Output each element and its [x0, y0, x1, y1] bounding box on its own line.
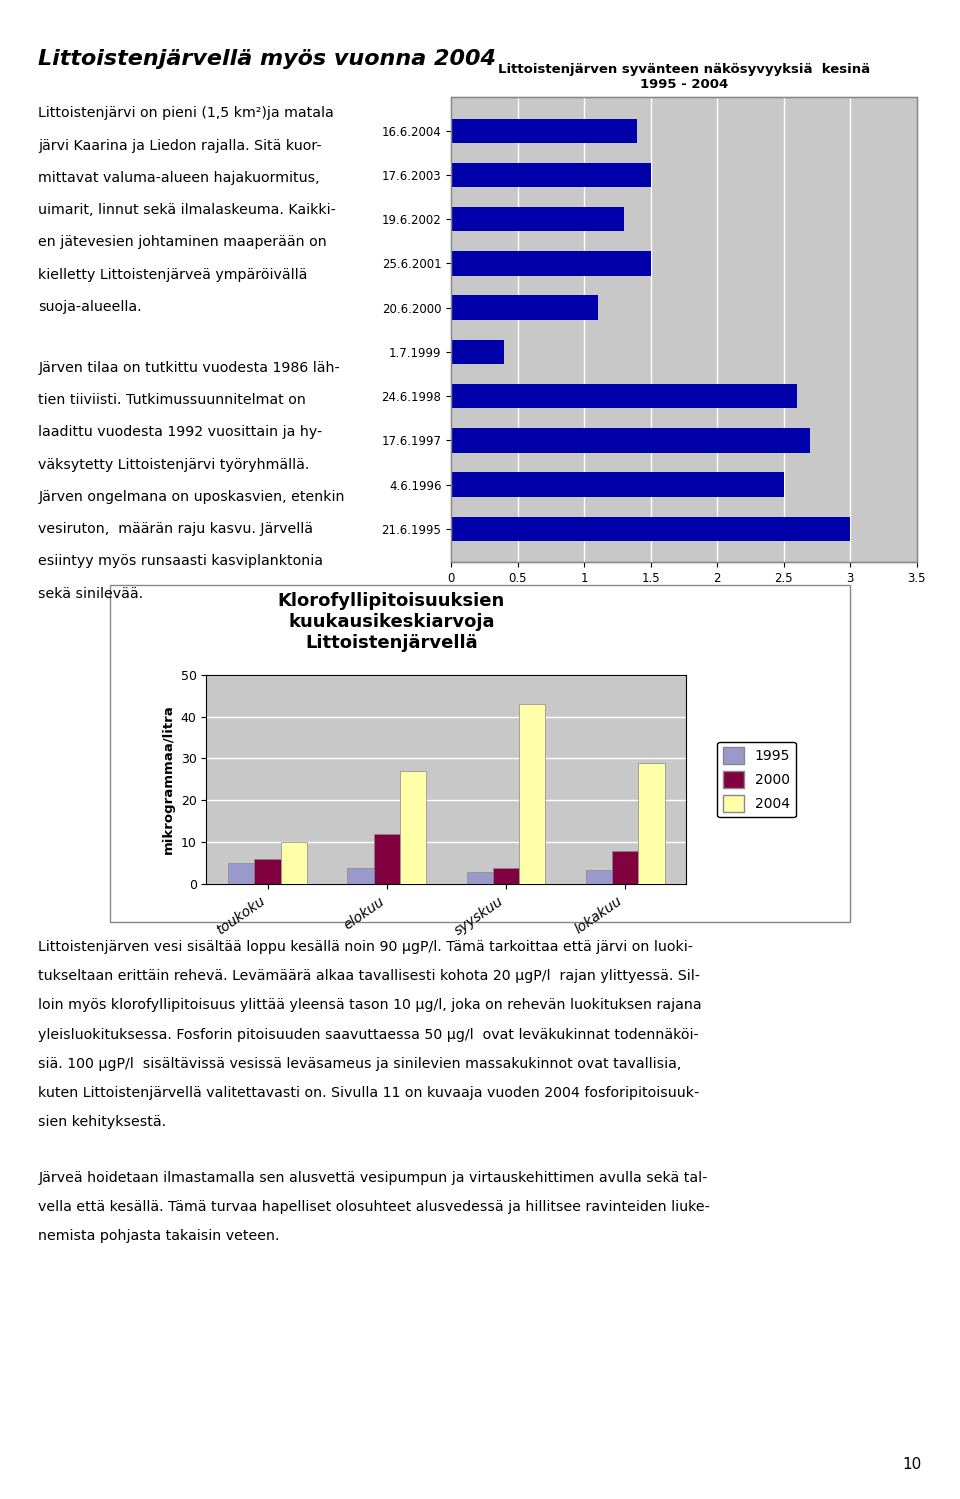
Bar [451, 384, 797, 408]
Y-axis label: mikrogrammaa/litra: mikrogrammaa/litra [162, 705, 175, 854]
Bar [451, 472, 783, 496]
Text: Järveä hoidetaan ilmastamalla sen alusvettä vesipumpun ja virtauskehittimen avul: Järveä hoidetaan ilmastamalla sen alusve… [38, 1171, 708, 1184]
Text: sekä sinilevää.: sekä sinilevää. [38, 586, 144, 601]
Bar [400, 770, 426, 884]
Bar [451, 295, 597, 319]
Text: tukseltaan erittäin rehevä. Levämäärä alkaa tavallisesti kohota 20 μgP/l  rajan : tukseltaan erittäin rehevä. Levämäärä al… [38, 970, 701, 983]
Text: Järven tilaa on tutkittu vuodesta 1986 läh-: Järven tilaa on tutkittu vuodesta 1986 l… [38, 361, 340, 375]
Text: Järven ongelmana on uposkasvien, etenkin: Järven ongelmana on uposkasvien, etenkin [38, 490, 345, 504]
Bar [492, 868, 519, 884]
Text: yleisluokituksessa. Fosforin pitoisuuden saavuttaessa 50 μg/l  ovat leväkukinnat: yleisluokituksessa. Fosforin pitoisuuden… [38, 1028, 699, 1042]
Bar [280, 842, 307, 884]
Bar [451, 517, 851, 541]
Text: loin myös klorofyllipitoisuus ylittää yleensä tason 10 μg/l, joka on rehevän luo: loin myös klorofyllipitoisuus ylittää yl… [38, 998, 702, 1012]
Bar [451, 429, 810, 453]
Text: laadittu vuodesta 1992 vuosittain ja hy-: laadittu vuodesta 1992 vuosittain ja hy- [38, 426, 323, 439]
Bar [451, 163, 651, 187]
Text: kuten Littoistenjärvellä valitettavasti on. Sivulla 11 on kuvaaja vuoden 2004 fo: kuten Littoistenjärvellä valitettavasti … [38, 1087, 700, 1100]
Text: mittavat valuma-alueen hajakuormitus,: mittavat valuma-alueen hajakuormitus, [38, 171, 320, 184]
Bar [451, 340, 504, 364]
Text: 10: 10 [902, 1457, 922, 1472]
Text: väksytetty Littoistenjärvi työryhmällä.: väksytetty Littoistenjärvi työryhmällä. [38, 457, 310, 472]
Text: nemista pohjasta takaisin veteen.: nemista pohjasta takaisin veteen. [38, 1229, 280, 1243]
Title: Littoistenjärven syvänteen näkösyvyyksiä  kesinä
1995 - 2004: Littoistenjärven syvänteen näkösyvyyksiä… [498, 63, 870, 91]
Bar [612, 851, 638, 884]
Text: vesiruton,  määrän raju kasvu. Järvellä: vesiruton, määrän raju kasvu. Järvellä [38, 522, 313, 537]
Bar [348, 868, 373, 884]
Text: siä. 100 μgP/l  sisältävissä vesissä leväsameus ja sinilevien massakukinnot ovat: siä. 100 μgP/l sisältävissä vesissä levä… [38, 1057, 682, 1070]
Text: Klorofyllipitoisuuksien
kuukausikeskiarvoja
Littoistenjärvellä: Klorofyllipitoisuuksien kuukausikeskiarv… [277, 592, 505, 652]
Text: esiintyy myös runsaasti kasviplanktonia: esiintyy myös runsaasti kasviplanktonia [38, 555, 324, 568]
Text: vella että kesällä. Tämä turvaa hapelliset olosuhteet alusvedessä ja hillitsee r: vella että kesällä. Tämä turvaa hapellis… [38, 1201, 710, 1214]
Bar [638, 763, 664, 884]
Legend: 1995, 2000, 2004: 1995, 2000, 2004 [717, 742, 796, 817]
Bar [451, 207, 624, 231]
Bar [254, 859, 280, 884]
Text: suoja-alueella.: suoja-alueella. [38, 300, 142, 313]
Text: tien tiiviisti. Tutkimussuunnitelmat on: tien tiiviisti. Tutkimussuunnitelmat on [38, 393, 306, 408]
Bar [451, 118, 637, 142]
Text: kielletty Littoistenjärveä ympäröivällä: kielletty Littoistenjärveä ympäröivällä [38, 267, 308, 282]
Bar [467, 872, 492, 884]
Text: uimarit, linnut sekä ilmalaskeuma. Kaikki-: uimarit, linnut sekä ilmalaskeuma. Kaikk… [38, 202, 336, 217]
Bar [451, 252, 651, 276]
Text: Littoistenjärvellä myös vuonna 2004: Littoistenjärvellä myös vuonna 2004 [38, 49, 496, 69]
Bar [586, 869, 612, 884]
Text: järvi Kaarina ja Liedon rajalla. Sitä kuor-: järvi Kaarina ja Liedon rajalla. Sitä ku… [38, 139, 322, 153]
Text: sien kehityksestä.: sien kehityksestä. [38, 1115, 166, 1129]
Bar [228, 863, 254, 884]
Bar [373, 833, 400, 884]
Text: en jätevesien johtaminen maaperään on: en jätevesien johtaminen maaperään on [38, 235, 327, 249]
Text: Littoistenjärvi on pieni (1,5 km²)ja matala: Littoistenjärvi on pieni (1,5 km²)ja mat… [38, 106, 334, 120]
Bar [519, 705, 545, 884]
Text: Littoistenjärven vesi sisältää loppu kesällä noin 90 μgP/l. Tämä tarkoittaa että: Littoistenjärven vesi sisältää loppu kes… [38, 940, 693, 953]
